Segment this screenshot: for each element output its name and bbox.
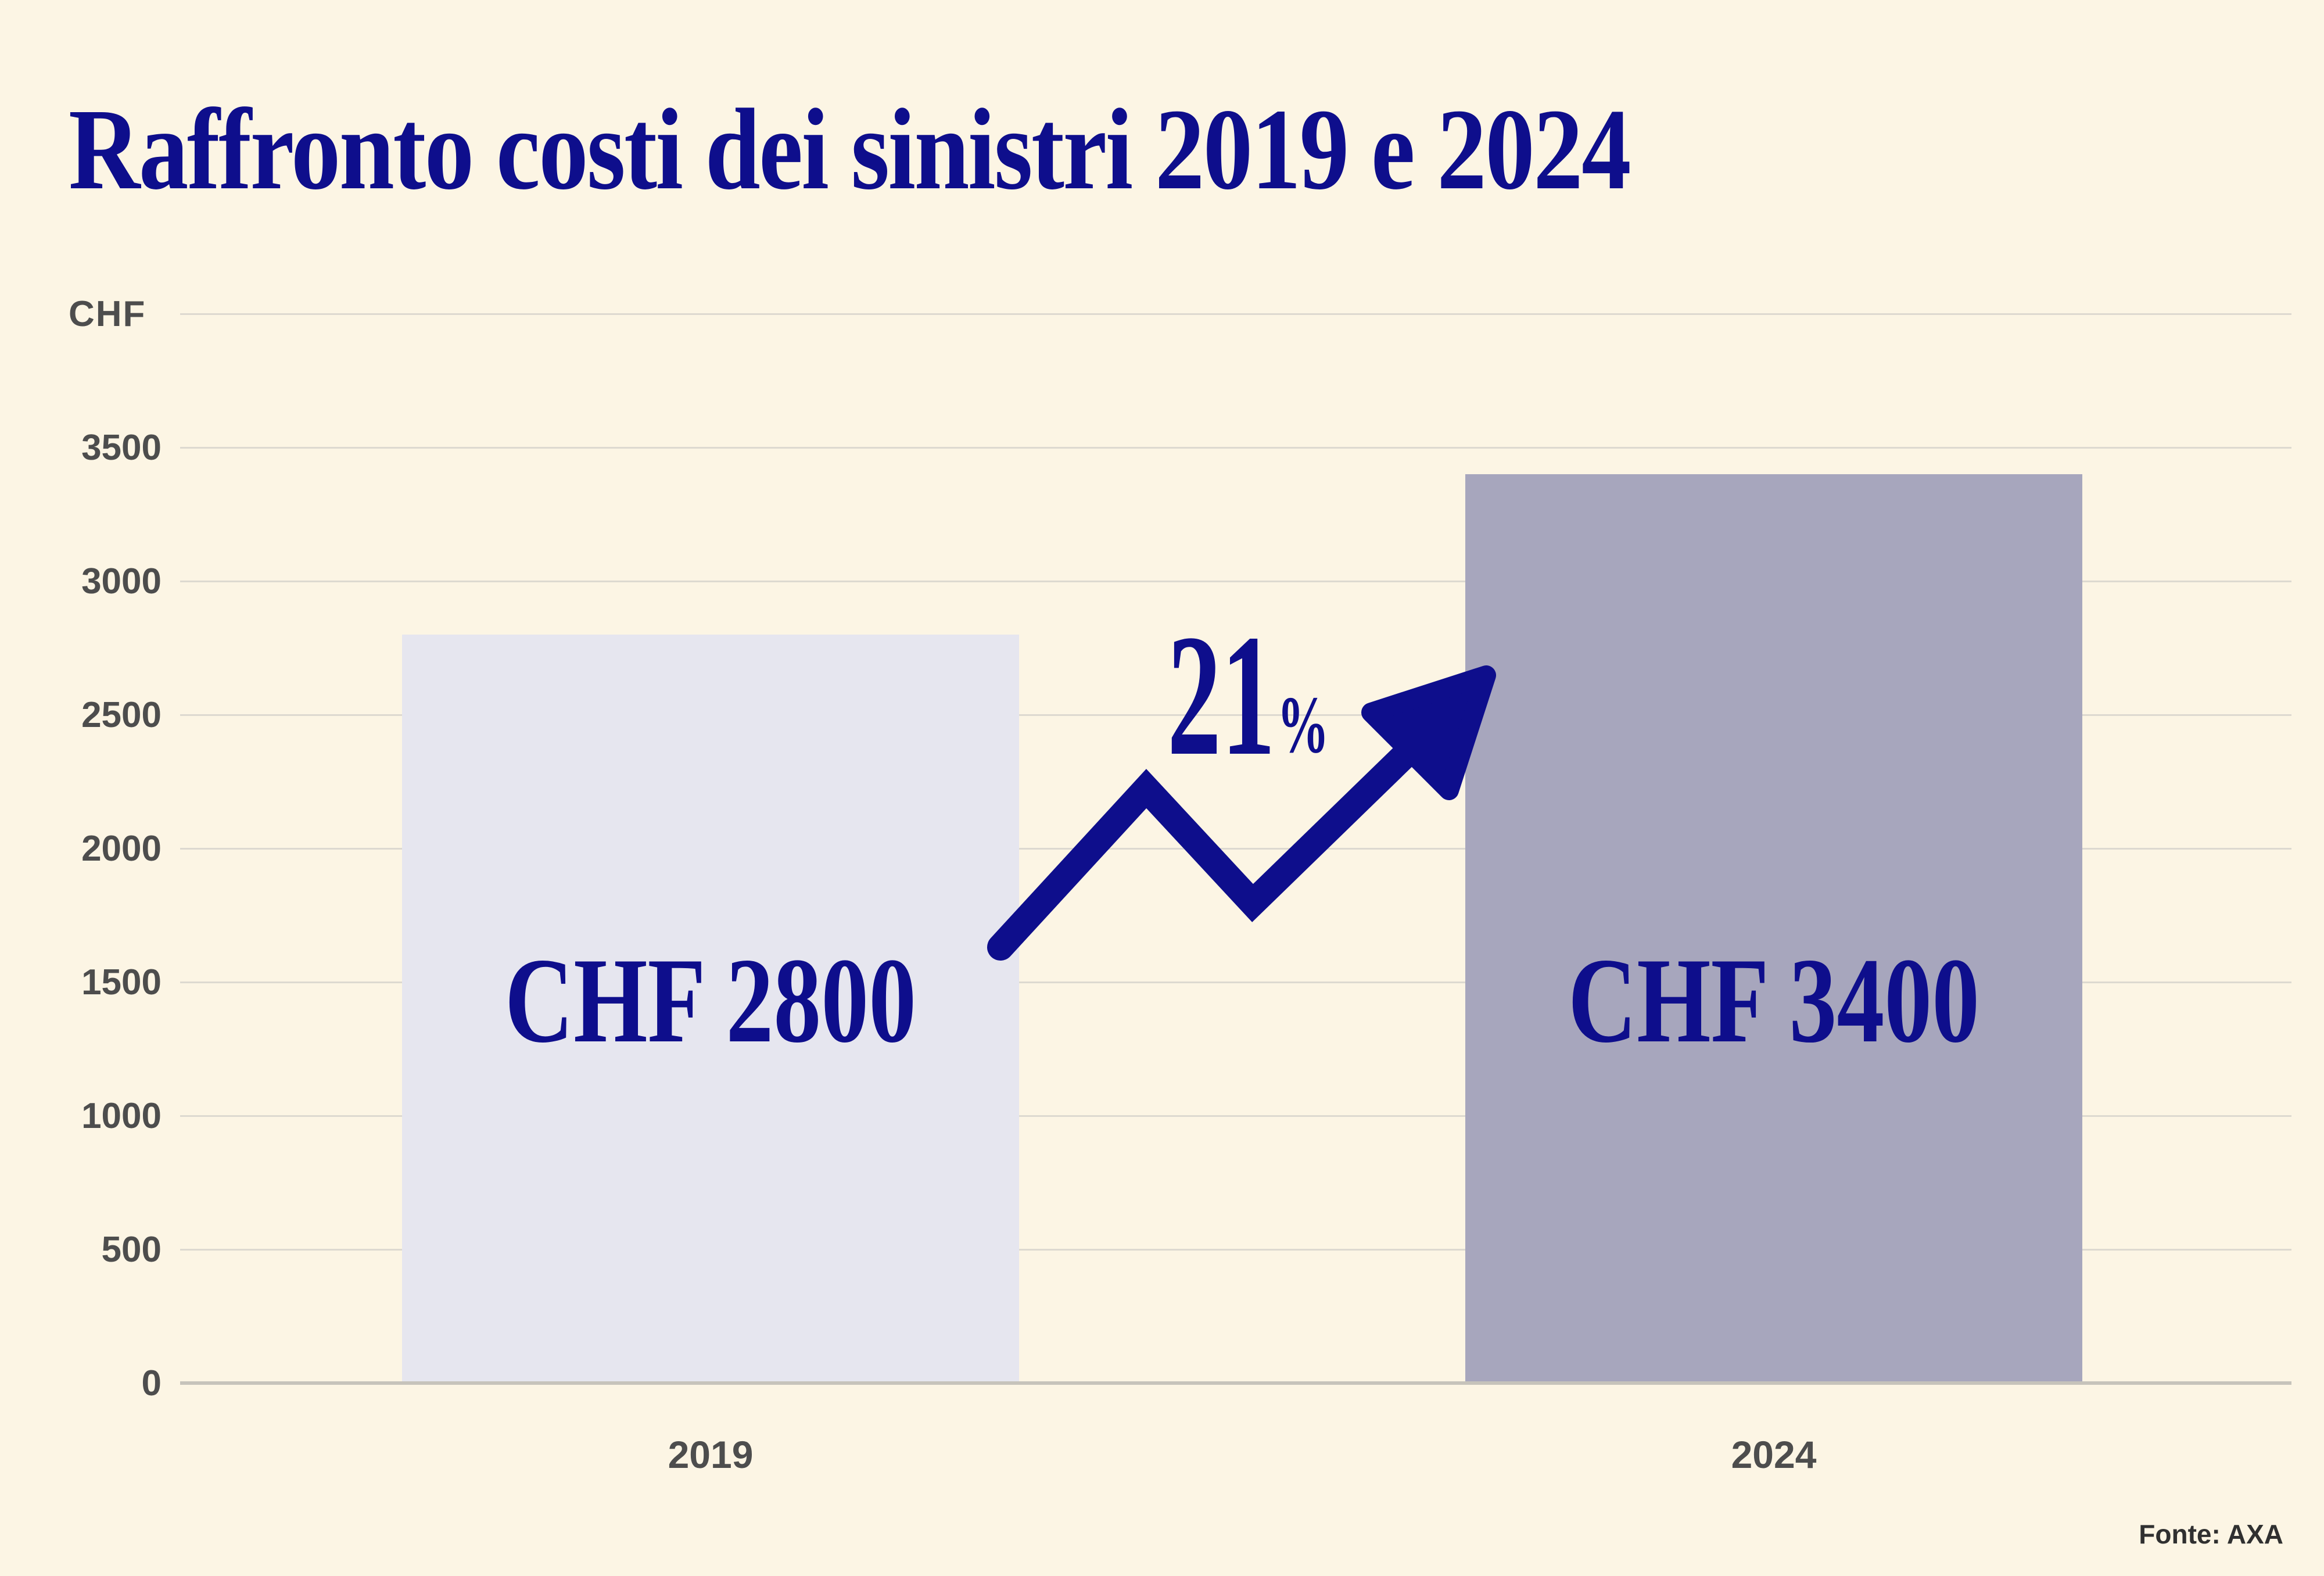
y-tick-0: 0 (141, 1363, 162, 1403)
gridline-500 (180, 1249, 2291, 1251)
page-title: Raffronto costi dei sinistri 2019 e 2024 (69, 92, 1895, 208)
percent-increase-value: 21 (1167, 599, 1275, 791)
source-credit: Fonte: AXA (2139, 1519, 2283, 1549)
y-tick-1000: 1000 (81, 1096, 162, 1136)
gridline-1500 (180, 982, 2291, 983)
bar-2019 (402, 635, 1019, 1383)
page-title-text: Raffronto costi dei sinistri 2019 e 2024 (69, 85, 1631, 214)
gridline-2500 (180, 714, 2291, 716)
y-tick-3000: 3000 (81, 561, 162, 601)
bar-2024 (1465, 474, 2082, 1383)
gridline-3500 (180, 447, 2291, 449)
percent-increase-sign: % (1277, 680, 1329, 770)
y-tick-2000: 2000 (81, 829, 162, 869)
gridline-2000 (180, 848, 2291, 850)
gridline-4000 (180, 313, 2291, 315)
bar-2024-value-label: CHF 3400 (1568, 933, 1980, 1068)
y-tick-1500: 1500 (81, 962, 162, 1002)
gridline-3000 (180, 581, 2291, 582)
x-tick-2019: 2019 (668, 1433, 754, 1476)
trend-arrow-zigzag (987, 729, 1431, 961)
trend-arrow-icon (987, 665, 1496, 961)
y-axis-unit-label: CHF (69, 294, 146, 334)
bar-2019-value-label: CHF 2800 (504, 933, 917, 1068)
gridline-1000 (180, 1115, 2291, 1117)
y-tick-500: 500 (101, 1230, 162, 1270)
trend-arrow-head (1361, 665, 1496, 800)
x-axis-line (180, 1381, 2291, 1385)
y-tick-2500: 2500 (81, 695, 162, 735)
y-tick-3500: 3500 (81, 428, 162, 468)
x-tick-2024: 2024 (1731, 1433, 1817, 1476)
